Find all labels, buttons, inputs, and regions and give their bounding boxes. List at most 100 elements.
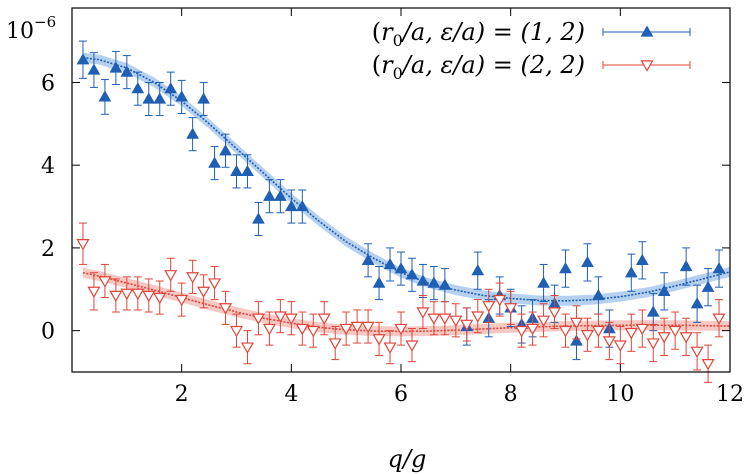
data-point-series-2 bbox=[668, 311, 682, 350]
data-point-series-2 bbox=[427, 301, 441, 336]
data-point-series-1 bbox=[383, 247, 397, 282]
point-marker bbox=[87, 286, 101, 299]
point-marker bbox=[405, 340, 419, 352]
point-marker bbox=[679, 260, 693, 272]
legend: (r0/a, ε/a) = (1, 2)(r0/a, ε/a) = (2, 2) bbox=[372, 18, 691, 83]
point-marker bbox=[361, 321, 375, 334]
data-point-series-2 bbox=[701, 344, 715, 383]
data-point-series-1 bbox=[712, 249, 726, 288]
point-marker bbox=[142, 92, 156, 104]
legend-text-eps: ε bbox=[440, 18, 453, 46]
y-tick-label: 4 bbox=[41, 154, 55, 179]
point-marker bbox=[142, 290, 156, 303]
point-marker bbox=[394, 262, 408, 274]
data-point-series-1 bbox=[657, 272, 671, 311]
data-point-series-1 bbox=[230, 154, 243, 189]
data-point-series-2 bbox=[515, 313, 529, 348]
data-point-series-2 bbox=[449, 303, 463, 338]
x-tick-label: 6 bbox=[394, 382, 408, 407]
point-marker bbox=[295, 200, 309, 212]
point-marker bbox=[317, 313, 331, 325]
data-point-series-1 bbox=[405, 257, 419, 292]
data-point-series-2 bbox=[164, 257, 178, 292]
axis-ticks: 2 4 6 8 10 12 0 2 4 6 bbox=[41, 8, 744, 407]
data-point-series-2 bbox=[109, 278, 123, 313]
point-marker bbox=[701, 359, 715, 371]
point-marker bbox=[76, 53, 90, 65]
fit-band-series-2 bbox=[82, 267, 730, 337]
data-point-series-2 bbox=[120, 276, 134, 311]
point-marker bbox=[208, 278, 222, 290]
data-point-series-2 bbox=[493, 282, 507, 317]
point-marker bbox=[657, 284, 671, 296]
point-marker bbox=[438, 278, 452, 290]
data-point-series-2 bbox=[197, 274, 211, 309]
legend-text-slash_a2: /a) = (1, 2) bbox=[451, 18, 585, 46]
x-axis-label: q/g bbox=[388, 445, 427, 473]
point-marker bbox=[646, 305, 660, 317]
point-marker bbox=[624, 266, 638, 278]
y-tick-label: 0 bbox=[41, 320, 55, 345]
point-marker bbox=[372, 276, 386, 288]
data-point-series-2 bbox=[569, 305, 584, 340]
legend-text-r: r bbox=[381, 51, 394, 79]
data-point-series-2 bbox=[679, 317, 693, 356]
legend-marker bbox=[640, 60, 654, 72]
point-marker bbox=[712, 313, 726, 325]
legend-text-open: ( bbox=[372, 18, 381, 46]
point-marker bbox=[668, 325, 682, 338]
data-point-series-2 bbox=[383, 330, 397, 365]
point-marker bbox=[383, 342, 397, 354]
point-marker bbox=[76, 239, 90, 251]
legend-label-series-2: (r0/a, ε/a) = (2, 2) bbox=[372, 51, 585, 83]
data-point-series-2 bbox=[471, 299, 485, 334]
point-marker bbox=[372, 334, 386, 346]
data-point-series-2 bbox=[591, 313, 605, 348]
data-point-series-2 bbox=[613, 326, 627, 365]
legend-text-open: ( bbox=[372, 51, 381, 79]
data-point-series-2 bbox=[657, 317, 671, 356]
legend-text-slash_a2: /a) = (2, 2) bbox=[451, 51, 585, 79]
data-point-series-1 bbox=[76, 40, 90, 79]
point-marker bbox=[153, 92, 167, 104]
point-marker bbox=[273, 311, 287, 323]
point-marker bbox=[109, 61, 123, 73]
point-marker bbox=[284, 200, 298, 212]
data-point-series-2 bbox=[87, 272, 101, 311]
data-point-series-2 bbox=[284, 301, 298, 336]
point-marker bbox=[186, 127, 199, 139]
fit-band-series-1 bbox=[82, 52, 730, 306]
data-point-series-1 bbox=[197, 81, 210, 117]
data-point-series-1 bbox=[164, 71, 178, 106]
point-marker bbox=[635, 323, 649, 336]
data-point-series-1 bbox=[361, 243, 375, 278]
point-marker bbox=[460, 319, 474, 332]
data-point-series-2 bbox=[526, 311, 540, 346]
data-point-series-2 bbox=[635, 309, 649, 348]
data-points bbox=[76, 40, 726, 383]
point-marker bbox=[295, 323, 309, 336]
point-marker bbox=[646, 338, 660, 350]
data-point-series-2 bbox=[142, 278, 156, 313]
point-marker bbox=[690, 297, 704, 309]
point-marker bbox=[624, 327, 638, 340]
point-marker bbox=[537, 276, 550, 288]
data-point-series-2 bbox=[229, 313, 244, 348]
legend-text-slash_a1: /a, bbox=[401, 51, 441, 79]
data-point-series-1 bbox=[219, 133, 232, 168]
data-point-series-1 bbox=[701, 268, 715, 307]
point-marker bbox=[526, 323, 540, 336]
point-marker bbox=[175, 90, 189, 102]
point-marker bbox=[613, 340, 627, 352]
legend-text-r: r bbox=[381, 18, 394, 46]
data-point-series-2 bbox=[262, 311, 276, 346]
point-marker bbox=[657, 332, 671, 344]
point-marker bbox=[427, 313, 441, 325]
point-marker bbox=[504, 303, 518, 315]
point-marker bbox=[240, 342, 255, 354]
data-point-series-2 bbox=[460, 307, 474, 342]
legend-label-series-1: (r0/a, ε/a) = (1, 2) bbox=[372, 18, 585, 50]
point-marker bbox=[580, 330, 594, 342]
data-point-series-2 bbox=[361, 309, 375, 344]
data-point-series-2 bbox=[416, 294, 430, 330]
